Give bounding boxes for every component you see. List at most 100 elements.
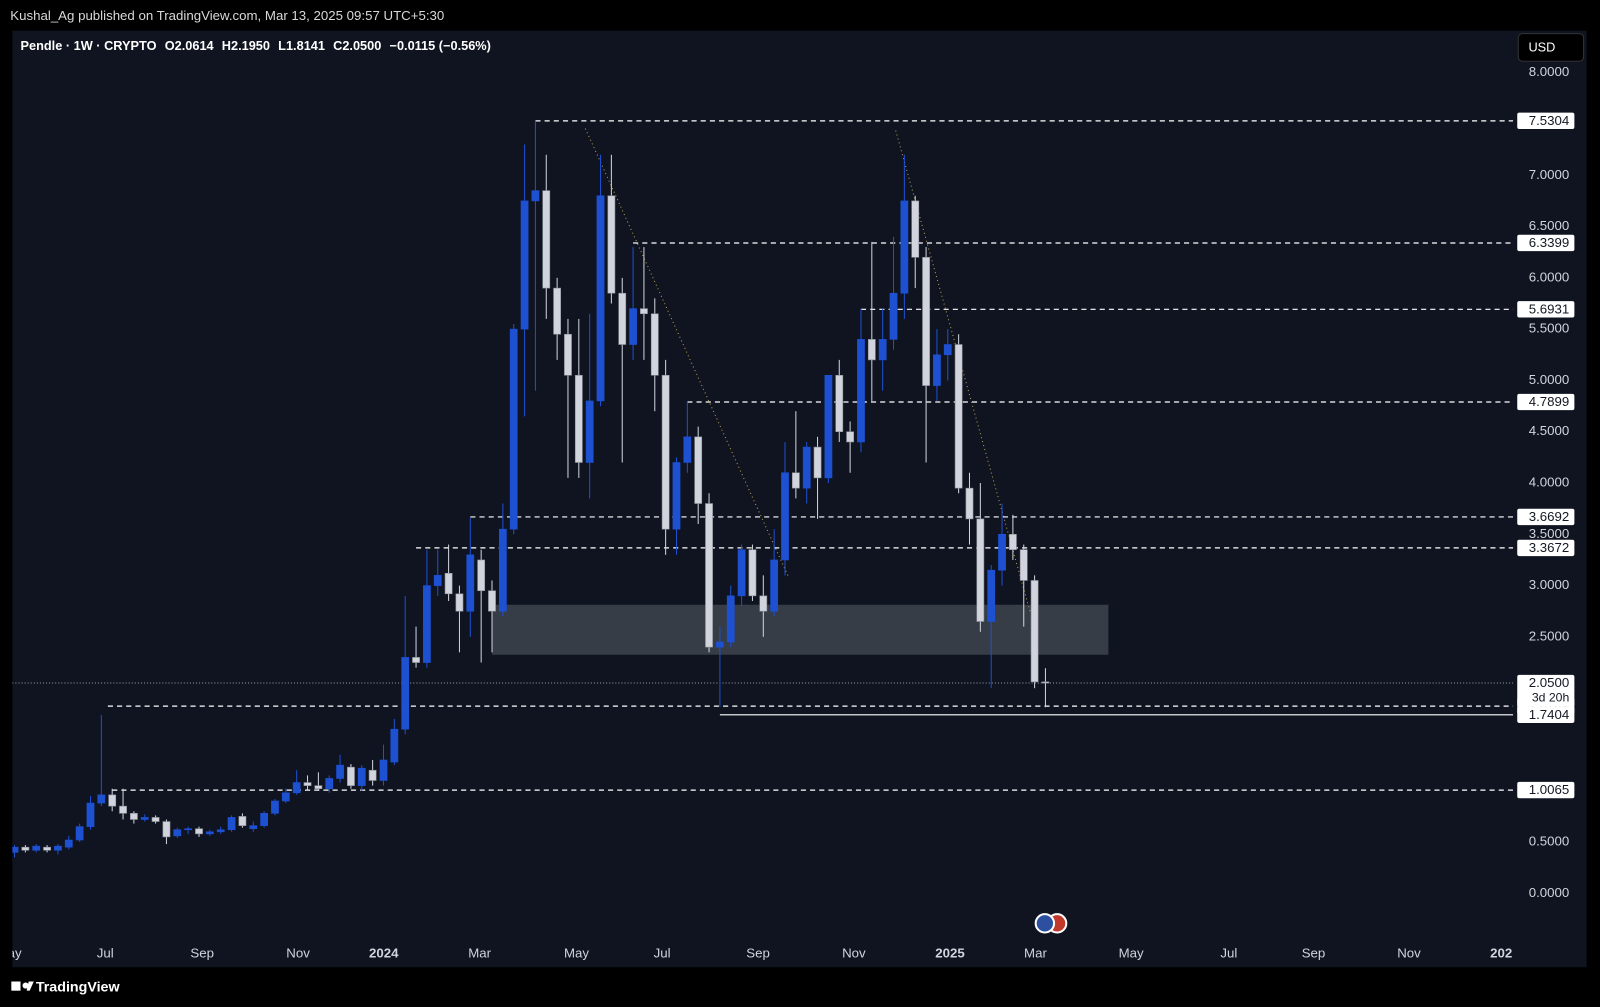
x-tick-label: Sep bbox=[190, 945, 214, 960]
x-tick-label: May bbox=[1119, 945, 1144, 960]
currency-button[interactable] bbox=[1517, 33, 1585, 62]
candle-body bbox=[75, 826, 84, 841]
candle-body bbox=[683, 436, 692, 463]
header: Kushal_Ag published on TradingView.com, … bbox=[10, 8, 444, 23]
candle-body bbox=[368, 769, 377, 781]
plot-area: May Jul Sep Nov 2024 Mar May Jul Sep Nov 2025 Mar Ma… bbox=[0, 120, 1514, 960]
candle-body bbox=[900, 200, 909, 294]
candle-body bbox=[542, 190, 551, 289]
trendline bbox=[895, 130, 1031, 613]
x-tick-label: Jul bbox=[654, 945, 671, 960]
candle-body bbox=[379, 759, 388, 781]
y-tick-label: 6.0000 bbox=[1529, 269, 1570, 284]
candle-body bbox=[423, 585, 431, 663]
candle-body bbox=[433, 575, 442, 586]
candle-body bbox=[672, 462, 681, 530]
candle-body bbox=[21, 846, 30, 851]
candle-body bbox=[531, 190, 540, 202]
candle-body bbox=[824, 374, 833, 479]
zone bbox=[492, 604, 1109, 655]
candle-body bbox=[86, 802, 95, 827]
candle-body bbox=[694, 436, 703, 504]
candle-body bbox=[954, 344, 963, 489]
candle-body bbox=[770, 559, 779, 612]
trendline bbox=[584, 128, 789, 577]
candle-body bbox=[618, 292, 627, 345]
candle-body bbox=[791, 472, 800, 489]
candle-body bbox=[1019, 549, 1028, 581]
y-tick-label: 0.0000 bbox=[1529, 885, 1570, 900]
y-tick-label: 3.0000 bbox=[1529, 577, 1570, 592]
candle-body bbox=[140, 817, 149, 820]
x-tick-label: Nov bbox=[286, 945, 310, 960]
x-tick-label: 2025 bbox=[935, 945, 964, 960]
candle-body bbox=[911, 200, 920, 258]
candle-body bbox=[173, 829, 182, 837]
event-flags[interactable] bbox=[1034, 913, 1068, 934]
y-tick-label: 0.5000 bbox=[1529, 834, 1570, 849]
candle-body bbox=[303, 782, 312, 786]
candle-body bbox=[520, 200, 529, 330]
level-label-box bbox=[1517, 393, 1575, 411]
candle-body bbox=[933, 354, 941, 386]
x-tick-label: Nov bbox=[842, 945, 866, 960]
candle-body bbox=[184, 828, 193, 831]
x-tick-label: May bbox=[0, 945, 22, 960]
y-tick-label: 2.5000 bbox=[1529, 628, 1570, 643]
candle-body bbox=[574, 374, 583, 463]
candle-body bbox=[965, 487, 974, 520]
candle-body bbox=[336, 764, 344, 779]
candle-body bbox=[54, 845, 62, 851]
x-tick-label: 202 bbox=[1490, 945, 1512, 960]
candle-body bbox=[205, 831, 214, 835]
y-tick-label: 8.0000 bbox=[1529, 64, 1570, 79]
candle-body bbox=[108, 794, 117, 807]
candle-body bbox=[151, 817, 160, 822]
candle-body bbox=[878, 339, 887, 361]
x-tick-label: Jul bbox=[1220, 945, 1237, 960]
candle-body bbox=[650, 313, 659, 376]
candle-body bbox=[1009, 533, 1017, 550]
candle-body bbox=[922, 257, 930, 386]
candle-body bbox=[292, 782, 301, 794]
price-axis: 0.0000 0.5000 2.5000 3.0000 3.5000 4.0000 4.50… bbox=[1517, 64, 1575, 900]
candle-body bbox=[227, 817, 236, 831]
candle-body bbox=[271, 800, 279, 814]
current-box bbox=[1517, 674, 1575, 707]
candle-body bbox=[498, 528, 507, 612]
candle-body bbox=[466, 554, 475, 612]
level-label-box bbox=[1517, 234, 1575, 252]
logo bbox=[11, 981, 34, 991]
candle-body bbox=[802, 446, 811, 489]
candle-body bbox=[1041, 681, 1050, 684]
candle-body bbox=[412, 657, 420, 663]
x-tick-label: Mar bbox=[1024, 945, 1047, 960]
legend-change: −0.0115 (−0.56%) bbox=[390, 38, 491, 53]
candle-body bbox=[640, 308, 648, 315]
plot: May Jul Sep Nov 2024 Mar May Jul Sep Nov 2025 Mar Ma… bbox=[0, 64, 1575, 960]
y-tick-label: 4.0000 bbox=[1529, 475, 1570, 490]
legend-open: O2.0614 bbox=[165, 38, 215, 53]
x-tick-label: Mar bbox=[468, 945, 491, 960]
candle-body bbox=[249, 825, 258, 830]
candle-body bbox=[835, 374, 844, 433]
candle-body bbox=[64, 839, 73, 848]
candle-body bbox=[987, 569, 996, 622]
candle-body bbox=[357, 767, 366, 786]
level-label: 7.5304 bbox=[1529, 113, 1570, 128]
candle-body bbox=[585, 400, 594, 463]
y-tick-label: 7.0000 bbox=[1529, 167, 1570, 182]
candle-body bbox=[596, 195, 605, 402]
currency[interactable]: USD bbox=[1528, 39, 1555, 54]
candle-body bbox=[607, 195, 616, 294]
x-tick-label: Jul bbox=[97, 945, 114, 960]
legend: Pendle · 1W · CRYPTO O2.0614 H2.1950 L1.814… bbox=[21, 38, 491, 53]
candle-body bbox=[846, 431, 854, 443]
candle-body bbox=[564, 333, 572, 376]
y-tick-label: 4.5000 bbox=[1529, 423, 1570, 438]
candle-body bbox=[162, 821, 171, 838]
legend-symbol: Pendle · 1W · CRYPTO bbox=[21, 38, 157, 53]
y-tick-label: 5.0000 bbox=[1529, 372, 1570, 387]
candle-body bbox=[661, 374, 670, 530]
